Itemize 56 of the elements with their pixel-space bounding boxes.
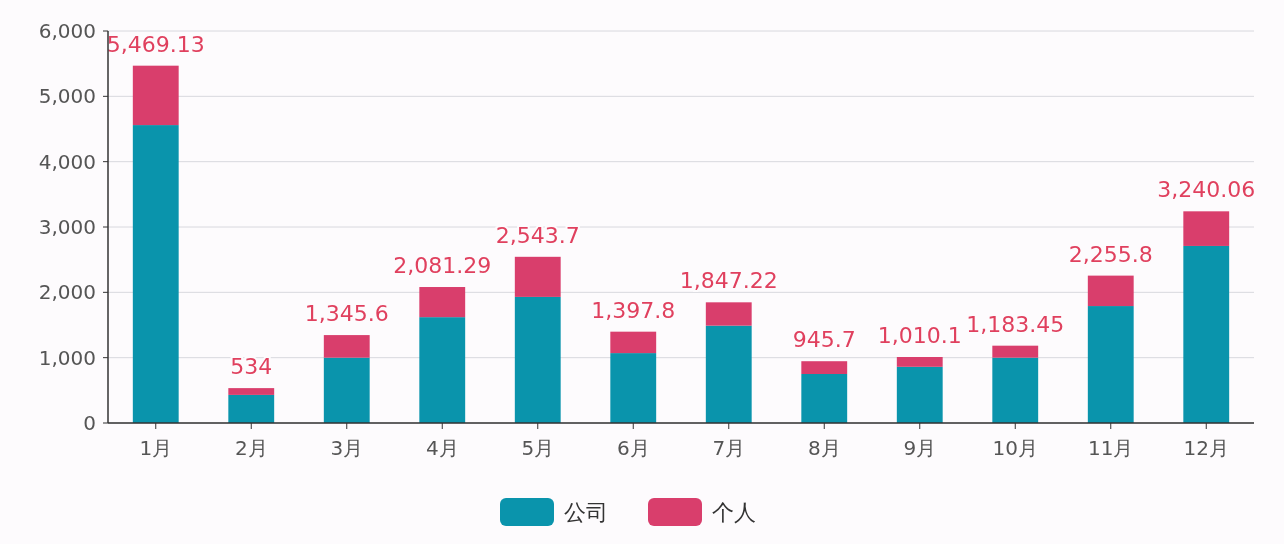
x-tick-label: 4月 [425, 436, 459, 460]
total-label: 1,183.45 [966, 311, 1065, 337]
bar [801, 361, 848, 374]
bar [992, 345, 1039, 358]
x-tick-label: 2月 [234, 436, 268, 460]
total-label: 3,240.06 [1157, 177, 1256, 203]
bar [992, 357, 1039, 423]
bar [132, 125, 179, 423]
x-tick-label: 10月 [992, 436, 1038, 460]
x-tick-label: 8月 [807, 436, 841, 460]
total-label: 2,255.8 [1068, 241, 1153, 267]
total-label: 1,847.22 [679, 268, 778, 294]
legend-label: 公司 [564, 500, 608, 525]
bar [610, 353, 657, 423]
bar [514, 296, 561, 423]
y-tick-label: 6,000 [38, 19, 96, 43]
bar [228, 394, 275, 423]
x-tick-label: 5月 [521, 436, 555, 460]
bar [896, 357, 943, 367]
y-tick-label: 5,000 [38, 84, 96, 109]
legend-label: 个人 [712, 500, 756, 525]
bar [228, 388, 275, 395]
total-label: 2,543.7 [495, 222, 580, 248]
x-tick-label: 12月 [1183, 436, 1229, 460]
y-tick-label: 1,000 [38, 345, 96, 370]
x-tick-label: 9月 [903, 436, 937, 460]
y-tick-label: 2,000 [38, 280, 96, 305]
y-tick-label: 3,000 [38, 215, 96, 239]
y-tick-label: 4,000 [38, 149, 96, 174]
total-label: 1,345.6 [304, 301, 389, 327]
bar [1087, 275, 1134, 307]
total-label: 1,397.8 [591, 297, 676, 323]
x-tick-label: 6月 [616, 436, 650, 460]
bar [610, 331, 657, 354]
bar [1087, 306, 1134, 423]
bar [323, 357, 370, 423]
bar [1183, 245, 1230, 423]
x-tick-label: 7月 [712, 436, 746, 460]
bar [419, 317, 466, 423]
bar [323, 335, 370, 358]
bar [705, 325, 752, 423]
x-tick-label: 3月 [330, 436, 364, 460]
bar [514, 256, 561, 297]
total-label: 945.7 [792, 327, 856, 353]
bar [132, 65, 179, 126]
bar [801, 374, 848, 423]
total-label: 1,010.1 [877, 323, 962, 349]
x-tick-label: 11月 [1088, 436, 1134, 460]
bar [1183, 211, 1230, 246]
bar [705, 302, 752, 326]
total-label: 2,081.29 [393, 253, 492, 279]
x-tick-label: 1月 [139, 436, 173, 460]
total-label: 534 [230, 354, 273, 380]
y-tick-label: 0 [83, 411, 96, 435]
bar [419, 287, 466, 318]
bar [896, 366, 943, 423]
